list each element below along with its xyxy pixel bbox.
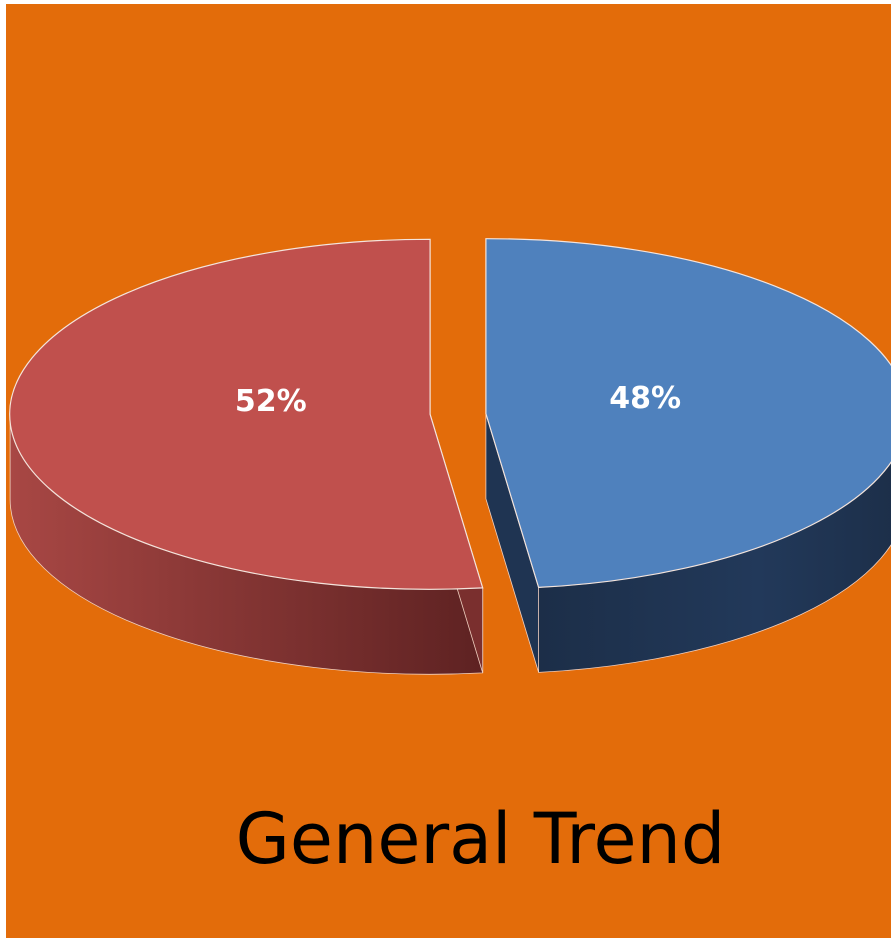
pie-data-label-1: 52% [235, 384, 307, 419]
slide-canvas: 48% 52% General Trend [6, 4, 891, 938]
chart-title: General Trend [235, 798, 726, 880]
pie-labels: 48% 52% [235, 381, 681, 419]
pie-data-label-0: 48% [609, 381, 681, 416]
pie-slice-1 [9, 238, 484, 590]
pie-slices [9, 238, 891, 675]
pie-chart: 48% 52% [6, 4, 891, 938]
pie-slice-0 [485, 238, 891, 589]
